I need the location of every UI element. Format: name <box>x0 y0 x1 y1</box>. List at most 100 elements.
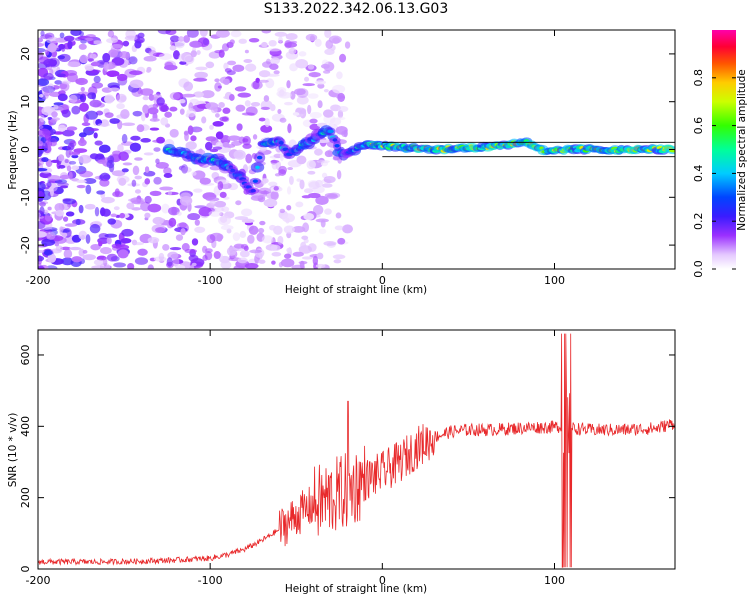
heatmap-cell <box>172 257 180 267</box>
heatmap-cell <box>169 92 181 100</box>
heatmap-cell <box>256 155 263 160</box>
heatmap-cell <box>168 217 177 228</box>
heatmap-cell <box>202 245 208 254</box>
heatmap-cell <box>63 35 75 42</box>
heatmap-cell <box>78 204 84 214</box>
heatmap-cell <box>278 36 283 44</box>
heatmap-cell <box>162 243 170 251</box>
heatmap-cell <box>79 170 94 178</box>
heatmap-cell <box>242 138 249 143</box>
heatmap-cell <box>107 30 115 38</box>
heatmap-cell <box>325 39 334 49</box>
heatmap-cell <box>205 141 213 151</box>
heatmap-cell <box>78 154 92 164</box>
heatmap-cell <box>292 112 300 116</box>
heatmap-cell <box>263 95 270 102</box>
snr-axes: -200 -100 0 100 0 200 400 600 <box>19 330 675 587</box>
heatmap-cell <box>96 190 106 195</box>
heatmap-cell <box>67 61 81 68</box>
heatmap-xtick-label: 100 <box>544 274 565 287</box>
heatmap-cell <box>46 181 52 188</box>
heatmap-cell <box>77 139 87 147</box>
colorbar-ticks: 0.0 0.2 0.4 0.6 0.8 <box>692 69 736 278</box>
colorbar-label: Normalized spectral amplitude <box>736 69 748 230</box>
heatmap-cell <box>279 117 287 123</box>
heatmap-cell <box>215 113 220 118</box>
heatmap-cell <box>258 259 266 264</box>
heatmap-cell <box>337 106 349 113</box>
snr-xtick-label: -100 <box>198 574 223 587</box>
heatmap-cell <box>194 219 200 226</box>
heatmap-cell <box>223 62 229 70</box>
heatmap-xtick-label: -200 <box>26 274 51 287</box>
heatmap-cell <box>241 218 255 223</box>
snr-frame <box>37 329 676 570</box>
heatmap-cell <box>336 71 343 80</box>
heatmap-cell <box>270 159 279 164</box>
heatmap-cell <box>51 111 58 118</box>
heatmap-cell <box>100 247 112 255</box>
heatmap-cell <box>71 105 81 115</box>
heatmap-cell <box>185 141 197 150</box>
heatmap-cell <box>175 234 184 241</box>
heatmap-cell <box>41 238 56 247</box>
heatmap-cell <box>116 73 128 82</box>
heatmap-cell <box>315 263 326 269</box>
heatmap-cell <box>233 265 245 269</box>
heatmap-cell <box>111 170 126 177</box>
heatmap-cell <box>199 177 211 185</box>
heatmap-cell <box>63 249 73 259</box>
heatmap-cell <box>240 243 249 250</box>
heatmap-cell <box>93 259 105 266</box>
heatmap-cell <box>38 197 44 202</box>
heatmap-cell <box>71 151 81 155</box>
heatmap-cell <box>273 70 280 75</box>
heatmap-cell <box>255 77 260 83</box>
heatmap-cell <box>277 109 282 114</box>
heatmap-cell <box>107 218 117 225</box>
heatmap-cell <box>43 72 54 80</box>
heatmap-cell <box>274 173 281 177</box>
heatmap-cell <box>41 147 48 151</box>
heatmap-cell <box>117 144 124 153</box>
heatmap-cell <box>191 238 199 246</box>
heatmap-cell <box>67 40 73 50</box>
heatmap-cell <box>161 203 170 214</box>
heatmap-cell <box>102 174 111 180</box>
heatmap-cell <box>81 122 91 127</box>
heatmap-cell <box>147 236 160 244</box>
heatmap-cell <box>247 234 255 244</box>
heatmap-cell <box>263 198 278 208</box>
heatmap-cell <box>38 255 45 262</box>
heatmap-cell <box>50 159 60 163</box>
heatmap-cell <box>84 203 96 210</box>
heatmap-cell <box>89 223 101 234</box>
heatmap-cell <box>90 243 101 251</box>
heatmap-cell <box>69 94 78 103</box>
snr-ylabel: SNR (10 * v/v) <box>7 413 19 488</box>
heatmap-cell <box>121 133 128 144</box>
heatmap-cell <box>38 124 44 130</box>
heatmap-cell <box>249 249 262 254</box>
heatmap-cell <box>56 73 66 78</box>
heatmap-cell <box>129 142 141 152</box>
heatmap-cell <box>85 110 98 120</box>
heatmap-cell <box>229 39 235 45</box>
heatmap-cell <box>98 174 104 181</box>
heatmap-cell <box>106 237 112 245</box>
heatmap-cell <box>128 56 138 65</box>
heatmap-cell <box>232 64 245 72</box>
heatmap-cell <box>336 169 342 180</box>
heatmap-cell <box>324 30 332 39</box>
heatmap-cell <box>268 39 277 47</box>
heatmap-cell <box>271 251 282 257</box>
heatmap-cell <box>190 135 197 142</box>
heatmap-cell <box>269 63 279 70</box>
heatmap-cell <box>124 35 138 41</box>
heatmap-cell <box>54 202 65 212</box>
heatmap-cell <box>307 104 312 115</box>
heatmap-cell <box>59 226 64 232</box>
heatmap-cell <box>148 94 155 101</box>
heatmap-cell <box>332 254 346 260</box>
heatmap-cell <box>307 243 317 252</box>
